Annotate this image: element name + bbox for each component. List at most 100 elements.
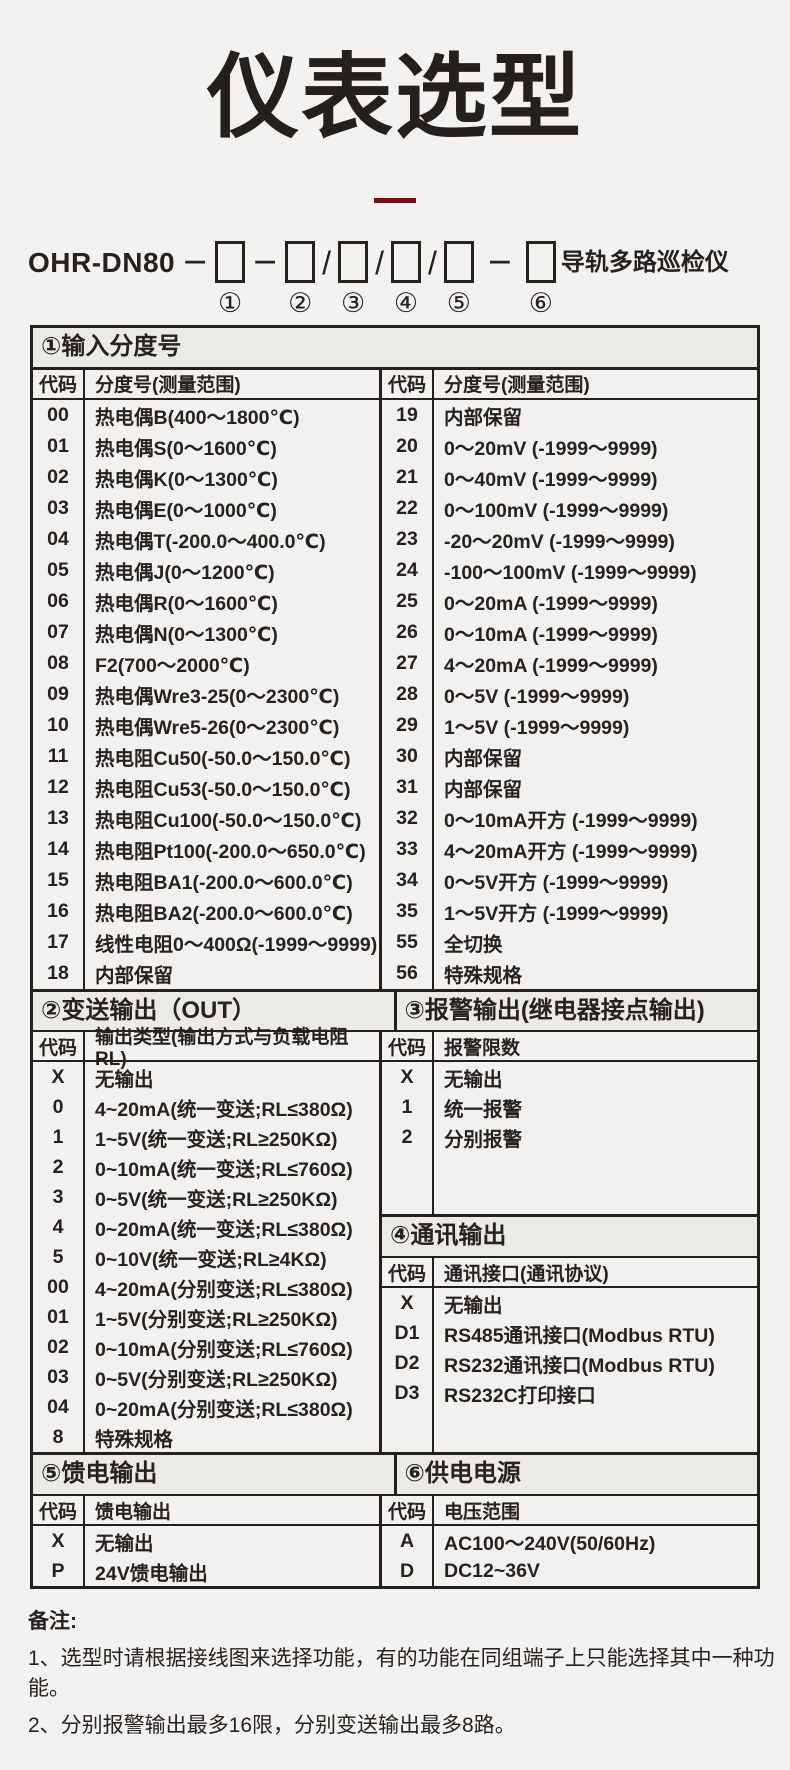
code-cell: 22 [382, 492, 434, 524]
desc-cell: 无输出 [444, 1294, 503, 1317]
desc-cell: 0~5V(分别变送;RL≥250KΩ) [95, 1368, 338, 1391]
divider [379, 1496, 382, 1587]
code-cell: X [33, 1526, 85, 1557]
table-row: 13 热电阻Cu100(-50.0～150.0℃) [33, 802, 379, 834]
desc-cell: F2(700～2000℃) [95, 654, 250, 677]
code-cell: 00 [33, 399, 85, 431]
page-title: 仪表选型 [206, 47, 583, 149]
desc-cell: 特殊规格 [95, 1428, 174, 1451]
table-row: 03 热电偶E(0～1000℃) [33, 492, 379, 524]
code-cell: D2 [382, 1348, 434, 1379]
table-row: 24 -100～100mV (-1999～9999) [382, 554, 757, 586]
table-row: 2 分别报警 [382, 1122, 757, 1153]
code-cell: 04 [33, 1392, 85, 1423]
table-row: 04 热电偶T(-200.0～400.0℃) [33, 523, 379, 555]
table-rows: 00 热电偶B(400～1800℃) 01 热电偶S(0～1600℃) 02 热电偶K(0… [33, 399, 379, 989]
code-cell: D [382, 1556, 434, 1587]
desc-cell: 热电阻BA2(-200.0～600.0℃) [95, 902, 353, 925]
model-position-5: ⑤ [443, 240, 474, 317]
table-row: 22 0～100mV (-1999～9999) [382, 492, 757, 524]
model-separator: / [427, 244, 437, 281]
model-position-4: ④ [390, 240, 421, 317]
table-row: 32 0～10mA开方 (-1999～9999) [382, 802, 757, 834]
desc-cell: 热电偶B(400～1800℃) [95, 406, 300, 429]
table-row: 25 0～20mA (-1999～9999) [382, 585, 757, 617]
table-row: 02 热电偶K(0～1300℃) [33, 461, 379, 493]
table-row: A AC100～240V(50/60Hz) [382, 1526, 757, 1557]
model-box-5 [443, 240, 474, 283]
table-row: 07 热电偶N(0～1300℃) [33, 616, 379, 648]
desc-header: 分度号(测量范围) [95, 375, 241, 397]
code-cell: 31 [382, 771, 434, 803]
table-row: X 无输出 [33, 1526, 379, 1557]
table-row: X 无输出 [382, 1062, 757, 1093]
code-header: 代码 [382, 1032, 434, 1061]
desc-cell: 热电阻Cu53(-50.0～150.0℃) [95, 778, 351, 801]
desc-cell: 热电偶K(0～1300℃) [95, 468, 278, 491]
code-cell: X [382, 1288, 434, 1319]
code-cell: 5 [33, 1242, 85, 1273]
position-label-2: ② [288, 287, 313, 318]
code-cell: 25 [382, 585, 434, 617]
code-cell: 14 [33, 833, 85, 865]
desc-cell: 分别报警 [444, 1128, 523, 1151]
table-row: 10 热电偶Wre5-26(0～2300℃) [33, 709, 379, 741]
desc-cell: 0~5V(统一变送;RL≥250KΩ) [95, 1188, 338, 1211]
model-position-1: ① [215, 240, 246, 317]
table-row: D3 RS232C打印接口 [382, 1378, 757, 1409]
code-cell: 04 [33, 523, 85, 555]
model-box-4 [390, 240, 421, 283]
section-title-input: ①输入分度号 [33, 327, 757, 370]
code-cell: 2 [33, 1152, 85, 1183]
column-header: 代码 分度号(测量范围) [33, 369, 379, 400]
code-cell: 03 [33, 492, 85, 524]
table-row: 17 线性电阻0～400Ω(-1999～9999) [33, 926, 379, 958]
note-line-2: 2、分别报警输出最多16限，分别变送输出最多8路。 [28, 1714, 516, 1738]
table-row: 29 1～5V (-1999～9999) [382, 709, 757, 741]
desc-header: 馈电输出 [95, 1501, 172, 1523]
desc-cell: 0~10mA(分别变送;RL≤760Ω) [95, 1338, 353, 1361]
code-cell: 27 [382, 647, 434, 679]
code-header: 代码 [382, 369, 434, 398]
desc-header: 报警限数 [444, 1037, 521, 1059]
desc-cell: RS485通讯接口(Modbus RTU) [444, 1324, 715, 1347]
accent-dash [374, 197, 416, 203]
code-cell: 15 [33, 864, 85, 896]
desc-cell: 1~5V(分别变送;RL≥250KΩ) [95, 1308, 338, 1331]
desc-cell: 4~20mA(分别变送;RL≤380Ω) [95, 1278, 353, 1301]
table-row: 04 0~20mA(分别变送;RL≤380Ω) [33, 1392, 379, 1423]
desc-cell: 热电偶T(-200.0～400.0℃) [95, 530, 326, 553]
code-cell: 0 [33, 1092, 85, 1123]
desc-cell: 无输出 [95, 1068, 154, 1091]
table-row: X 无输出 [382, 1288, 757, 1319]
code-cell: 00 [33, 1272, 85, 1303]
code-cell: 3 [33, 1182, 85, 1213]
table-row: 09 热电偶Wre3-25(0～2300℃) [33, 678, 379, 710]
table-row: 16 热电阻BA2(-200.0～600.0℃) [33, 895, 379, 927]
notes: 备注: 1、选型时请根据接线图来选择功能，有的功能在同组端子上只能选择其中一种功… [28, 1605, 790, 1739]
code-cell: 01 [33, 430, 85, 462]
table-row: 21 0～40mV (-1999～9999) [382, 461, 757, 493]
table-row: 1 1~5V(统一变送;RL≥250KΩ) [33, 1122, 379, 1153]
table-row: 34 0～5V开方 (-1999～9999) [382, 864, 757, 896]
empty-area [382, 1408, 757, 1453]
code-cell: 1 [33, 1122, 85, 1153]
desc-cell: RS232C打印接口 [444, 1384, 596, 1407]
code-cell: 4 [33, 1212, 85, 1243]
desc-cell: 特殊规格 [444, 964, 523, 987]
code-header: 代码 [382, 1258, 434, 1287]
desc-cell: AC100～240V(50/60Hz) [444, 1532, 656, 1555]
table-row: P 24V馈电输出 [33, 1556, 379, 1587]
table-rows: X 无输出 1 统一报警 2 分别报警 [382, 1062, 757, 1153]
table-row: 23 -20～20mV (-1999～9999) [382, 523, 757, 555]
table-row: 12 热电阻Cu53(-50.0～150.0℃) [33, 771, 379, 803]
model-code: OHR-DN80 － ① － ② / ③ / ④ / ⑤ － ⑥ 导轨多路巡检仪 [28, 240, 790, 318]
code-cell: 23 [382, 523, 434, 555]
model-suffix: 导轨多路巡检仪 [560, 248, 729, 276]
code-cell: 34 [382, 864, 434, 896]
table-row: 2 0~10mA(统一变送;RL≤760Ω) [33, 1152, 379, 1183]
table-row: 06 热电偶R(0～1600℃) [33, 585, 379, 617]
desc-cell: 4～20mA开方 (-1999～9999) [444, 840, 698, 863]
column-header: 代码 分度号(测量范围) [382, 369, 757, 400]
desc-cell: 0～10mA开方 (-1999～9999) [444, 809, 698, 832]
